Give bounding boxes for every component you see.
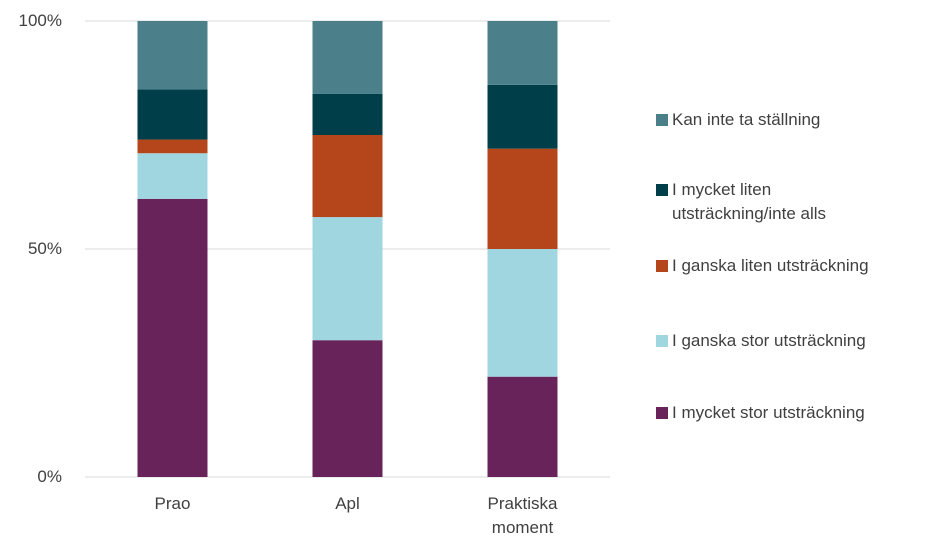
bar-segment <box>312 21 383 94</box>
bar-segment <box>487 249 558 377</box>
bar-segment <box>137 89 208 140</box>
x-tick-label: Apl <box>335 494 360 513</box>
x-tick-label: Prao <box>154 494 191 513</box>
bar-segment <box>137 198 208 477</box>
y-tick-label: 50% <box>27 239 62 258</box>
legend-item: I ganska liten utsträckning <box>656 254 916 278</box>
x-tick-label: Praktiska moment <box>487 494 558 537</box>
bar-segment <box>487 376 558 477</box>
legend-item: I ganska stor utsträckning <box>656 329 916 353</box>
bar-segment <box>137 153 208 199</box>
bar-segment <box>137 139 208 154</box>
legend-item: I mycket liten utsträckning/inte alls <box>656 178 916 226</box>
legend-item: Kan inte ta ställning <box>656 108 916 132</box>
legend-label: I mycket liten utsträckning/inte alls <box>672 180 827 223</box>
bar-segment <box>487 21 558 85</box>
bar-segment <box>487 148 558 249</box>
y-tick-label: 100% <box>18 11 62 30</box>
bar-segment <box>312 217 383 341</box>
legend-item: I mycket stor utsträckning <box>656 401 916 425</box>
legend-swatch <box>656 260 668 272</box>
legend-swatch <box>656 114 668 126</box>
bar-segment <box>312 93 383 135</box>
legend-swatch <box>656 184 668 196</box>
bar-segment <box>312 340 383 477</box>
legend-swatch <box>656 407 668 419</box>
y-tick-label: 0% <box>37 467 62 486</box>
bar-segment <box>487 84 558 149</box>
legend-swatch <box>656 335 668 347</box>
legend-label: I ganska stor utsträckning <box>672 331 866 350</box>
bar-segment <box>137 21 208 90</box>
legend-label: I ganska liten utsträckning <box>672 256 869 275</box>
legend-label: I mycket stor utsträckning <box>672 403 865 422</box>
legend-label: Kan inte ta ställning <box>672 110 821 129</box>
bar-segment <box>312 135 383 218</box>
